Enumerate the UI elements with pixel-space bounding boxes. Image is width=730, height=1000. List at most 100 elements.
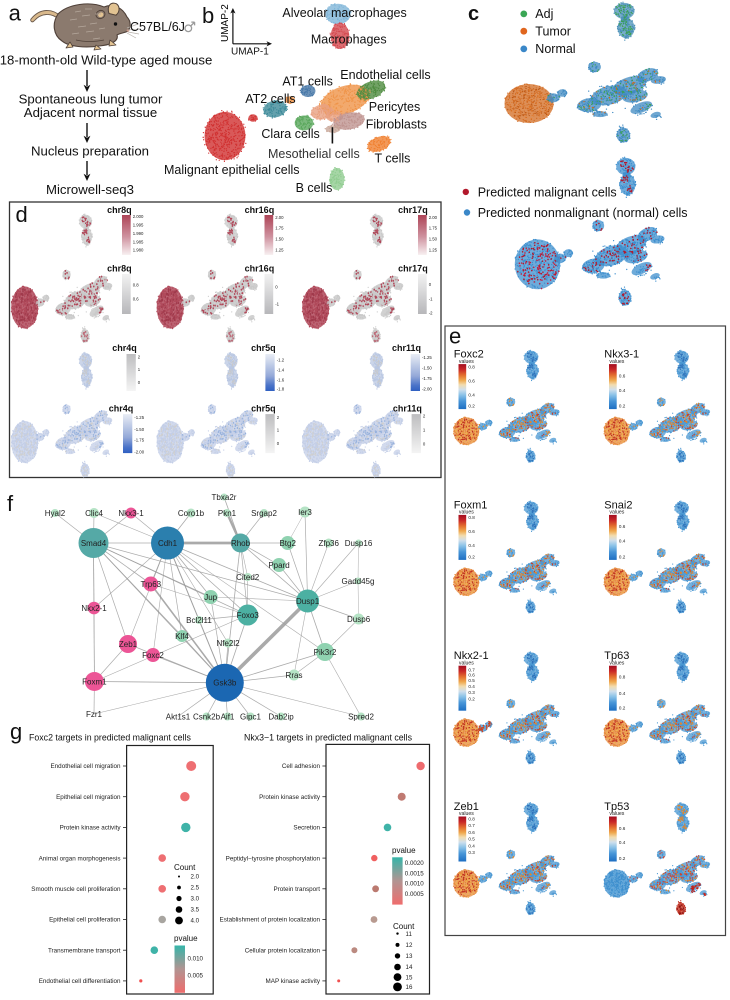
svg-text:a: a	[9, 1, 22, 26]
svg-text:Pericytes: Pericytes	[369, 100, 420, 114]
svg-text:0.4: 0.4	[619, 691, 626, 696]
svg-text:2.00: 2.00	[275, 215, 284, 220]
svg-text:AT1 cells: AT1 cells	[282, 75, 332, 89]
svg-text:0: 0	[138, 380, 141, 385]
svg-text:chr11q: chr11q	[392, 343, 421, 353]
svg-text:chr16q: chr16q	[245, 205, 275, 215]
svg-text:3.5: 3.5	[191, 907, 200, 914]
svg-text:Gsk3b: Gsk3b	[213, 679, 237, 688]
svg-text:0.5: 0.5	[468, 837, 475, 842]
svg-text:Foxo3: Foxo3	[237, 611, 260, 620]
svg-text:0.005: 0.005	[188, 972, 204, 979]
svg-text:Zeb1: Zeb1	[119, 640, 138, 649]
svg-text:Pkn1: Pkn1	[218, 509, 237, 518]
svg-text:0.0015: 0.0015	[405, 870, 424, 877]
svg-text:3.0: 3.0	[191, 896, 200, 903]
svg-text:Klf4: Klf4	[175, 632, 189, 641]
svg-text:chr4q: chr4q	[112, 343, 137, 353]
svg-text:Macrophages: Macrophages	[311, 33, 387, 47]
svg-text:chr5q: chr5q	[251, 343, 276, 353]
svg-text:1.75: 1.75	[275, 226, 284, 231]
svg-text:Alveolar macrophages: Alveolar macrophages	[282, 6, 406, 20]
svg-text:values: values	[609, 660, 624, 666]
svg-text:Fibroblasts: Fibroblasts	[366, 118, 427, 132]
svg-text:-1.25: -1.25	[422, 355, 432, 360]
svg-text:0.2: 0.2	[619, 554, 626, 559]
svg-text:Tp53: Tp53	[604, 801, 629, 813]
svg-text:Ier3: Ier3	[298, 508, 312, 517]
svg-text:Trp63: Trp63	[140, 580, 161, 589]
svg-text:2: 2	[138, 355, 141, 360]
svg-text:Predicted nonmalignant (normal: Predicted nonmalignant (normal) cells	[478, 206, 688, 220]
svg-text:Predicted malignant cells: Predicted malignant cells	[478, 185, 617, 199]
svg-text:0.6: 0.6	[468, 830, 475, 835]
svg-text:2.0: 2.0	[191, 874, 200, 881]
svg-text:1.25: 1.25	[429, 247, 438, 252]
svg-text:chr11q: chr11q	[393, 404, 422, 414]
svg-text:Count: Count	[393, 922, 415, 931]
svg-text:0.0005: 0.0005	[405, 891, 424, 898]
svg-text:C57BL/6J: C57BL/6J	[130, 20, 185, 34]
svg-text:Peptidyl−tyrosine phosphorylat: Peptidyl−tyrosine phosphorylation	[226, 855, 321, 862]
svg-text:0.2: 0.2	[619, 706, 626, 711]
svg-text:Dusp6: Dusp6	[347, 615, 371, 624]
svg-text:0.7: 0.7	[468, 823, 475, 828]
svg-text:Adjacent normal tissue: Adjacent normal tissue	[24, 105, 157, 120]
svg-text:d: d	[16, 202, 28, 227]
svg-text:values: values	[459, 811, 474, 817]
svg-text:Normal: Normal	[535, 42, 575, 56]
svg-text:Nkx2-1: Nkx2-1	[81, 604, 107, 613]
svg-text:0.3: 0.3	[468, 850, 475, 855]
svg-text:Dusp1: Dusp1	[296, 597, 320, 606]
svg-text:values: values	[459, 660, 474, 666]
svg-text:Tp63: Tp63	[604, 650, 629, 662]
svg-text:Smad4: Smad4	[81, 539, 107, 548]
svg-text:Spred2: Spred2	[348, 712, 374, 721]
svg-text:Nucleus preparation: Nucleus preparation	[31, 144, 149, 159]
svg-text:Tbxa2r: Tbxa2r	[212, 493, 237, 502]
svg-text:Btg2: Btg2	[279, 539, 296, 548]
svg-text:g: g	[10, 719, 22, 744]
svg-text:0: 0	[275, 285, 278, 290]
svg-text:1.25: 1.25	[275, 247, 284, 252]
svg-text:Gadd45g: Gadd45g	[342, 577, 375, 586]
svg-text:-1.8: -1.8	[277, 387, 285, 392]
svg-text:Clic4: Clic4	[85, 509, 103, 518]
svg-text:Rras: Rras	[286, 671, 303, 680]
svg-text:B cells: B cells	[296, 181, 333, 195]
svg-text:14: 14	[406, 964, 413, 971]
svg-text:-1.2: -1.2	[277, 357, 285, 362]
svg-text:0.6: 0.6	[468, 672, 475, 677]
svg-text:2.000: 2.000	[133, 214, 144, 219]
svg-text:-2.00: -2.00	[134, 449, 144, 454]
svg-text:Foxc2 targets in predicted mal: Foxc2 targets in predicted malignant cel…	[29, 733, 191, 743]
svg-text:1.985: 1.985	[133, 239, 144, 244]
svg-text:Protein kinase activity: Protein kinase activity	[259, 794, 321, 801]
svg-text:pvalue: pvalue	[392, 846, 416, 855]
svg-text:0.6: 0.6	[619, 373, 626, 378]
svg-text:Aif1: Aif1	[221, 712, 235, 721]
svg-text:0.8: 0.8	[133, 283, 140, 288]
svg-text:Cited2: Cited2	[236, 573, 260, 582]
svg-text:2.5: 2.5	[191, 885, 200, 892]
svg-text:Nkx3-1: Nkx3-1	[118, 509, 144, 518]
svg-text:1: 1	[423, 428, 426, 433]
svg-text:12: 12	[406, 942, 413, 949]
svg-text:0.2: 0.2	[619, 404, 626, 409]
svg-text:Spontaneous lung tumor: Spontaneous lung tumor	[19, 92, 163, 107]
svg-text:Csnk2b: Csnk2b	[193, 712, 221, 721]
svg-text:Pik3r2: Pik3r2	[314, 648, 337, 657]
svg-text:0.6: 0.6	[619, 524, 626, 529]
svg-text:Zfp36: Zfp36	[318, 539, 339, 548]
svg-text:Cdh1: Cdh1	[158, 539, 178, 548]
svg-text:1.990: 1.990	[133, 231, 144, 236]
svg-text:Microwell-seq3: Microwell-seq3	[46, 182, 134, 197]
svg-text:-1.4: -1.4	[277, 367, 285, 372]
svg-text:UMAP-2: UMAP-2	[220, 4, 231, 42]
svg-text:chr8q: chr8q	[107, 205, 132, 215]
svg-text:Hyal2: Hyal2	[45, 509, 66, 518]
svg-text:0.2: 0.2	[619, 856, 626, 861]
svg-text:Endothelial cell differentiati: Endothelial cell differentiation	[39, 978, 121, 985]
svg-text:Dab2ip: Dab2ip	[268, 712, 294, 721]
svg-text:Jup: Jup	[204, 593, 217, 602]
